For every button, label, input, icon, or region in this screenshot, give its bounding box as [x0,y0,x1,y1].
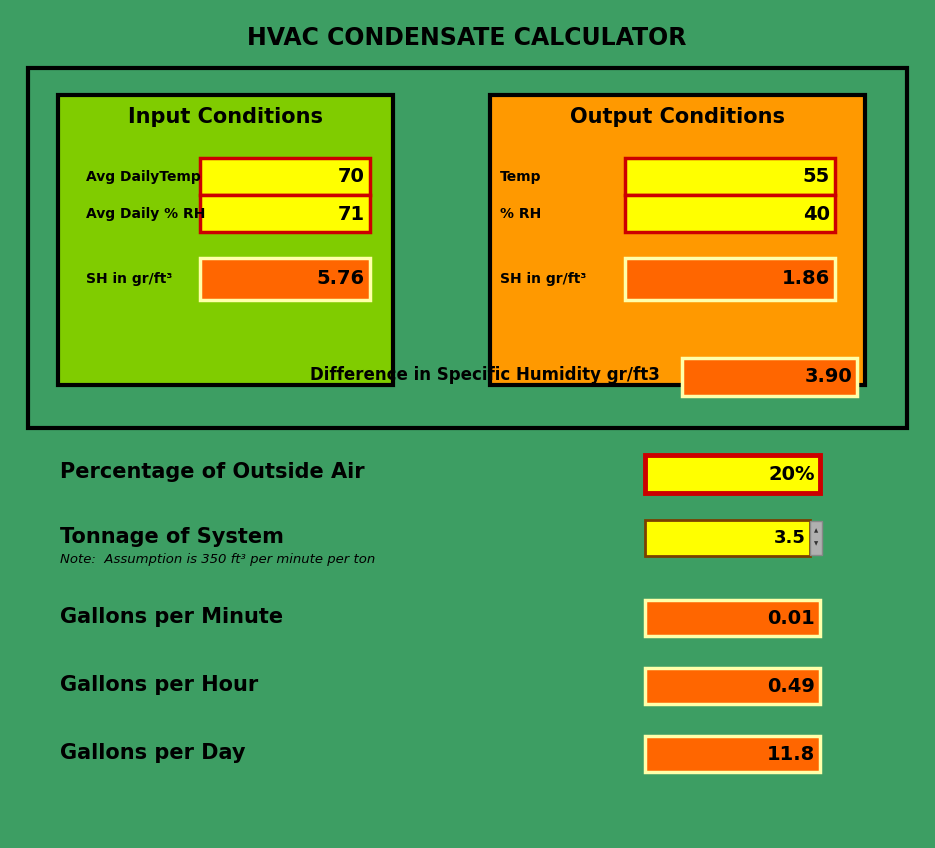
Text: 0.01: 0.01 [768,609,815,628]
Text: 70: 70 [338,168,365,187]
Bar [200,195,370,232]
Text: Avg Daily % RH: Avg Daily % RH [86,207,206,221]
Text: 11.8: 11.8 [767,745,815,763]
Bar [645,736,820,772]
Bar [645,600,820,636]
Text: 5.76: 5.76 [317,270,365,288]
Text: 55: 55 [803,168,830,187]
Bar [625,258,835,300]
Text: Output Conditions: Output Conditions [570,107,785,127]
Text: ▲: ▲ [813,528,818,533]
Text: Difference in Specific Humidity gr/ft3: Difference in Specific Humidity gr/ft3 [310,366,660,384]
Text: 71: 71 [338,204,365,224]
Text: ▼: ▼ [813,542,818,546]
Bar [490,95,865,385]
Text: 1.86: 1.86 [782,270,830,288]
Text: Avg DailyTemp: Avg DailyTemp [86,170,201,184]
Text: SH in gr/ft³: SH in gr/ft³ [86,272,172,286]
Text: % RH: % RH [500,207,541,221]
Text: 3.90: 3.90 [804,367,852,387]
Text: Note:  Assumption is 350 ft³ per minute per ton: Note: Assumption is 350 ft³ per minute p… [60,554,375,566]
Text: Gallons per Minute: Gallons per Minute [60,607,283,627]
Text: Temp: Temp [500,170,541,184]
Bar [682,358,857,396]
Text: Gallons per Day: Gallons per Day [60,743,246,763]
Text: 40: 40 [803,204,830,224]
Text: 3.5: 3.5 [774,529,806,547]
Bar [645,668,820,704]
Bar [810,521,822,555]
Text: Tonnage of System: Tonnage of System [60,527,284,547]
Bar [645,520,810,556]
Bar [58,95,393,385]
Text: Input Conditions: Input Conditions [128,107,323,127]
Bar [200,258,370,300]
Text: 0.49: 0.49 [767,677,815,695]
Text: HVAC CONDENSATE CALCULATOR: HVAC CONDENSATE CALCULATOR [248,26,686,50]
Text: SH in gr/ft³: SH in gr/ft³ [500,272,586,286]
Text: Gallons per Hour: Gallons per Hour [60,675,258,695]
Bar [28,68,907,428]
Bar [200,158,370,195]
Bar [625,195,835,232]
Text: Percentage of Outside Air: Percentage of Outside Air [60,462,365,482]
Bar [625,158,835,195]
Bar [645,455,820,493]
Text: 20%: 20% [769,465,815,483]
